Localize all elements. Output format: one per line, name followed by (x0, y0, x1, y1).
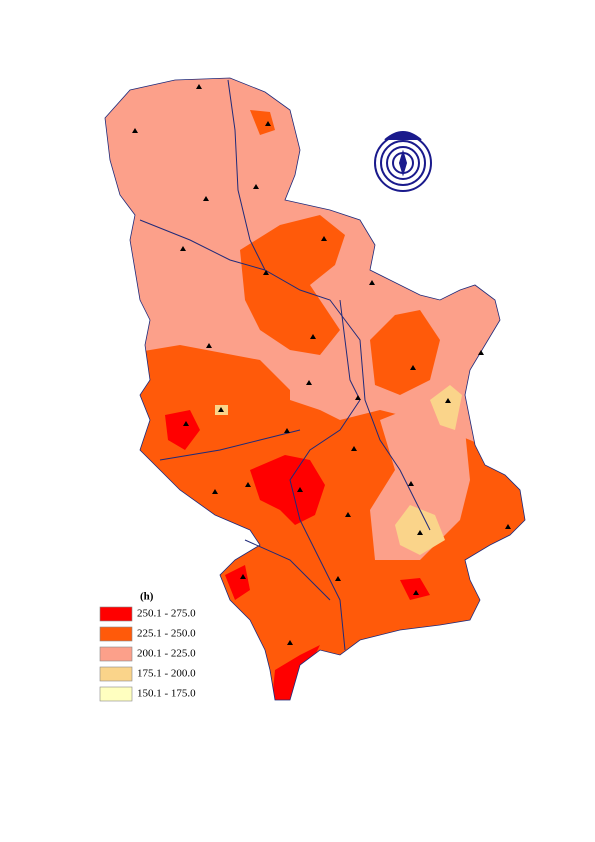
river (227, 79, 431, 531)
region (430, 385, 462, 430)
region (370, 400, 470, 560)
river (289, 399, 361, 651)
region (290, 365, 345, 410)
map-regions (105, 78, 525, 700)
region (400, 578, 430, 600)
river (244, 539, 331, 601)
region (240, 215, 345, 355)
region (225, 565, 250, 600)
legend-label: 250.1 - 275.0 (137, 608, 196, 620)
legend-swatch (99, 626, 133, 642)
region (250, 455, 325, 525)
legend: (h) 250.1 - 275.0 225.1 - 250.0 200.1 - 22… (99, 591, 196, 702)
legend-title: (h) (140, 591, 154, 603)
legend-swatch (99, 646, 133, 662)
legend-label: 175.1 - 200.0 (137, 668, 196, 680)
legend-swatch (99, 666, 133, 682)
legend-swatch (99, 686, 133, 702)
river (139, 219, 266, 271)
region (250, 110, 275, 135)
region (165, 410, 200, 450)
logo (374, 131, 432, 192)
rivers (139, 79, 431, 651)
legend-label: 200.1 - 225.0 (137, 648, 196, 660)
river (339, 299, 361, 401)
river (159, 429, 301, 461)
legend-label: 225.1 - 250.0 (137, 628, 196, 640)
legend-label: 150.1 - 175.0 (137, 688, 196, 700)
legend-swatch (99, 606, 133, 622)
region (370, 310, 440, 395)
